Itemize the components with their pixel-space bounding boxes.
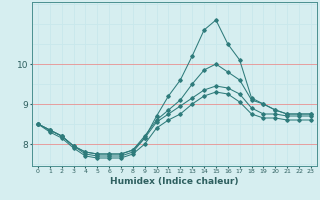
X-axis label: Humidex (Indice chaleur): Humidex (Indice chaleur) [110,177,239,186]
